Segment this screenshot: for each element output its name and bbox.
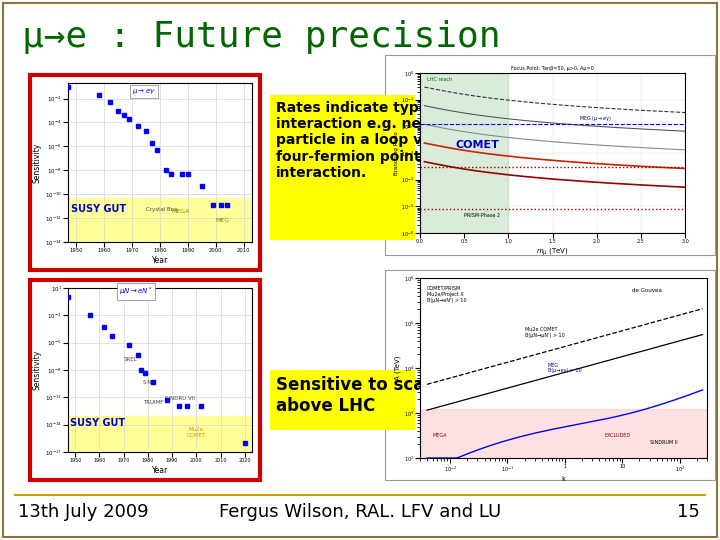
Text: Fergus Wilson, RAL. LFV and LU: Fergus Wilson, RAL. LFV and LU xyxy=(219,503,501,521)
Bar xyxy=(30,280,260,480)
Text: MEGA: MEGA xyxy=(433,433,447,437)
Bar xyxy=(68,416,252,452)
Text: SREL: SREL xyxy=(124,357,138,362)
Text: SINDRUM II: SINDRUM II xyxy=(649,441,678,446)
X-axis label: Year: Year xyxy=(152,256,168,265)
Text: TRUIMF: TRUIMF xyxy=(143,400,163,404)
Bar xyxy=(68,198,252,242)
X-axis label: $m_{\tilde{\mu}}$ (TeV): $m_{\tilde{\mu}}$ (TeV) xyxy=(536,247,569,259)
Text: Mu2e COMET
B(μN→μN') > 10: Mu2e COMET B(μN→μN') > 10 xyxy=(525,327,564,338)
Text: 15: 15 xyxy=(677,503,700,521)
Text: MEG: MEG xyxy=(216,218,230,223)
Text: LHC reach: LHC reach xyxy=(427,77,452,82)
Y-axis label: Branching Ratio: Branching Ratio xyxy=(395,131,400,175)
Text: COMET: COMET xyxy=(455,140,499,150)
Bar xyxy=(385,55,715,255)
Bar xyxy=(420,73,508,233)
X-axis label: Year: Year xyxy=(152,466,168,475)
Text: $\mu \rightarrow e\gamma$: $\mu \rightarrow e\gamma$ xyxy=(132,87,156,96)
Text: SINDRU VII: SINDRU VII xyxy=(165,396,195,401)
Text: MEGA: MEGA xyxy=(171,210,189,214)
Text: SUSY GUT: SUSY GUT xyxy=(71,418,125,428)
Text: Rates indicate type of
interaction e.g. new
particle in a loop versus a
four-fer: Rates indicate type of interaction e.g. … xyxy=(276,101,480,180)
Text: μ→e : Future precision: μ→e : Future precision xyxy=(22,20,500,54)
X-axis label: k: k xyxy=(562,476,566,482)
Text: EXCLUDED: EXCLUDED xyxy=(605,433,631,437)
Text: MEG
B(μ→eγ) > 10: MEG B(μ→eγ) > 10 xyxy=(547,362,581,373)
Bar xyxy=(270,95,415,240)
Text: Mu2e
COMET: Mu2e COMET xyxy=(186,427,206,437)
Text: SUSY GUT: SUSY GUT xyxy=(71,204,126,214)
Bar xyxy=(270,370,415,430)
Text: S·N: S·N xyxy=(143,380,153,385)
Bar xyxy=(385,270,715,480)
Text: Sensitive to scales
above LHC: Sensitive to scales above LHC xyxy=(276,376,451,415)
Y-axis label: A (TeV): A (TeV) xyxy=(395,356,401,380)
Text: $\mu N \rightarrow eN^*$: $\mu N \rightarrow eN^*$ xyxy=(119,286,153,298)
Title: Focus Point: Tanβ=50, μ>0, Aμ=0: Focus Point: Tanβ=50, μ>0, Aμ=0 xyxy=(511,66,594,71)
Text: 13th July 2009: 13th July 2009 xyxy=(18,503,148,521)
Y-axis label: Sensitivity: Sensitivity xyxy=(33,350,42,390)
Text: PRISM-Phase 2: PRISM-Phase 2 xyxy=(464,213,500,218)
Text: COMET/PRISM
Mu2e/Project X
B(μN→eN') > 10: COMET/PRISM Mu2e/Project X B(μN→eN') > 1… xyxy=(427,286,467,302)
Bar xyxy=(420,409,707,458)
Bar xyxy=(30,75,260,270)
Y-axis label: Sensitivity: Sensitivity xyxy=(33,143,42,183)
Text: MEG ($\mu\to e\gamma$): MEG ($\mu\to e\gamma$) xyxy=(579,113,612,123)
Text: de Gouvea: de Gouvea xyxy=(632,287,662,293)
Text: Crystal Box: Crystal Box xyxy=(146,207,177,212)
